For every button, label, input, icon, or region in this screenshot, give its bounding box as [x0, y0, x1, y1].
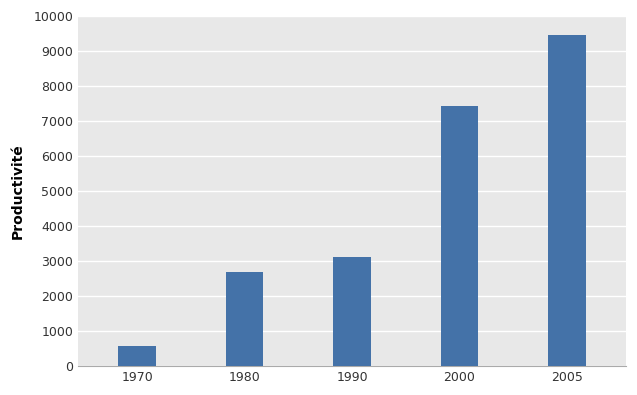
Bar: [548, 36, 585, 366]
Bar: [333, 256, 371, 366]
Bar: [226, 272, 264, 366]
Bar: [441, 106, 478, 366]
Bar: [118, 346, 156, 366]
Y-axis label: Productivité: Productivité: [11, 143, 25, 239]
